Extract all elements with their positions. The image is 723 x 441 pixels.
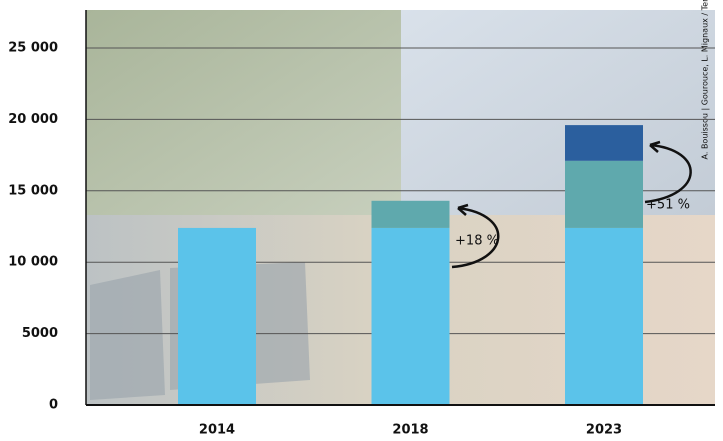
bar-segment [565,160,643,228]
x-tick-label: 2023 [586,423,622,438]
bar-segment [178,227,256,405]
annotation: +18 % [455,234,499,249]
y-tick-label: 10 000 [8,255,58,270]
bar-segment [371,227,450,405]
credit: A. Bouissou | Gourouce, L. Mignaux / Ter… [701,0,710,159]
arrows [451,140,692,269]
y-tick-label: 15 000 [8,183,58,198]
bar-segment [371,200,450,228]
bar-segment [565,125,643,161]
y-tick-label: 0 [49,398,58,413]
y-tick-label: 25 000 [8,41,58,56]
annotation: +51 % [646,198,690,213]
y-tick-label: 20 000 [8,112,58,127]
x-tick-label: 2018 [392,423,428,438]
x-tick-label: 2014 [199,423,235,438]
bar-segment [565,227,643,405]
y-tick-label: 5000 [22,326,58,341]
